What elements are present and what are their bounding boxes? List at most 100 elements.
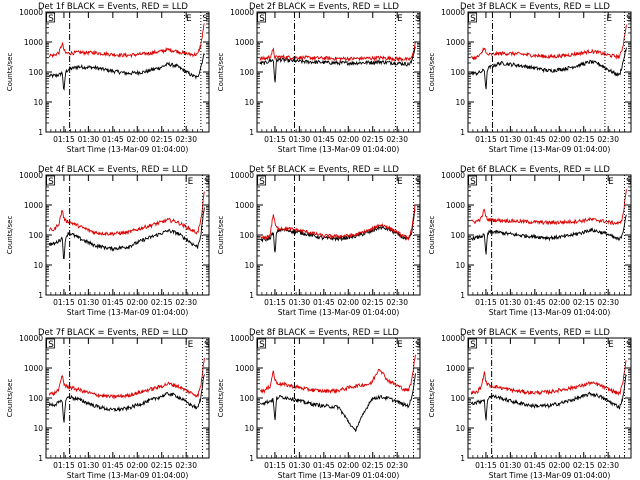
y-tick-label: 100 <box>451 394 466 403</box>
y-tick-label: 100 <box>240 68 255 77</box>
x-tick-label: 02:30 <box>597 135 619 144</box>
marker-label-s: S <box>48 14 54 24</box>
x-tick-label: 02:00 <box>337 135 359 144</box>
y-tick-label: 10000 <box>441 334 465 343</box>
x-axis-label: Start Time (13-Mar-09 01:04:00) <box>489 471 611 480</box>
series-events-line <box>470 373 627 421</box>
chart-title: Det 3f BLACK = Events, RED = LLD <box>460 2 610 12</box>
x-tick-label: 02:00 <box>126 298 148 307</box>
marker-label-s: S <box>259 177 265 187</box>
marker-label-e: E <box>186 14 192 24</box>
marker-box <box>46 175 56 186</box>
x-tick-label: 02:00 <box>337 461 359 470</box>
y-tick-label: 100 <box>451 68 466 77</box>
x-axis-label: Start Time (13-Mar-09 01:04:00) <box>489 145 611 154</box>
y-tick-label: 10000 <box>441 171 465 180</box>
y-tick-label: 10000 <box>19 8 43 17</box>
y-tick-label: 10000 <box>19 334 43 343</box>
x-axis-label: Start Time (13-Mar-09 01:04:00) <box>67 145 189 154</box>
series-lld-line <box>259 354 416 395</box>
chart-title: Det 2f BLACK = Events, RED = LLD <box>249 2 399 12</box>
y-tick-label: 10 <box>455 261 465 270</box>
x-tick-label: 01:45 <box>102 461 124 470</box>
y-axis-label: Counts/sec <box>217 216 225 255</box>
x-tick-label: 01:30 <box>78 135 100 144</box>
x-tick-label: 02:30 <box>597 461 619 470</box>
y-tick-label: 1000 <box>235 38 254 47</box>
y-tick-label: 10000 <box>230 171 254 180</box>
x-axis-label: Start Time (13-Mar-09 01:04:00) <box>67 308 189 317</box>
y-tick-label: 10 <box>33 424 43 433</box>
y-tick-label: 1000 <box>446 38 465 47</box>
marker-label-s: S <box>626 14 632 24</box>
series-events-line <box>470 47 627 90</box>
y-tick-label: 10000 <box>230 8 254 17</box>
y-tick-label: 1 <box>38 128 43 137</box>
y-axis-label: Counts/sec <box>6 53 14 92</box>
x-tick-label: 01:15 <box>264 135 286 144</box>
y-axis-label: Counts/sec <box>6 379 14 418</box>
series-lld-line <box>470 360 627 396</box>
chart-panel-1f: Det 1f BLACK = Events, RED = LLD Counts/s… <box>6 2 210 154</box>
series-events-line <box>470 214 627 255</box>
x-tick-label: 01:30 <box>289 298 311 307</box>
x-tick-label: 02:30 <box>175 298 197 307</box>
chart-panel-3f: Det 3f BLACK = Events, RED = LLD Counts/s… <box>428 2 632 154</box>
y-tick-label: 1000 <box>24 364 43 373</box>
y-tick-label: 10 <box>455 424 465 433</box>
marker-label-e: E <box>608 177 614 187</box>
x-tick-label: 01:15 <box>264 298 286 307</box>
x-tick-label: 01:15 <box>264 461 286 470</box>
y-tick-label: 10 <box>33 261 43 270</box>
series-lld-line <box>470 24 627 61</box>
x-tick-label: 02:00 <box>548 461 570 470</box>
x-tick-label: 01:45 <box>313 298 335 307</box>
y-tick-label: 10000 <box>441 8 465 17</box>
chart-title: Det 1f BLACK = Events, RED = LLD <box>38 2 188 12</box>
marker-box <box>257 175 267 186</box>
x-axis-label: Start Time (13-Mar-09 01:04:00) <box>278 471 400 480</box>
x-tick-label: 01:15 <box>475 298 497 307</box>
x-axis-label: Start Time (13-Mar-09 01:04:00) <box>489 308 611 317</box>
marker-box <box>46 338 56 349</box>
x-tick-label: 02:15 <box>151 298 173 307</box>
y-tick-label: 1 <box>249 454 254 463</box>
marker-label-s: S <box>470 340 476 350</box>
marker-box <box>468 175 478 186</box>
x-tick-label: 01:45 <box>313 461 335 470</box>
marker-label-s: S <box>259 340 265 350</box>
marker-label-e: E <box>397 340 403 350</box>
x-axis-label: Start Time (13-Mar-09 01:04:00) <box>278 308 400 317</box>
x-tick-label: 01:45 <box>524 298 546 307</box>
x-axis-label: Start Time (13-Mar-09 01:04:00) <box>278 145 400 154</box>
chart-title: Det 5f BLACK = Events, RED = LLD <box>249 165 399 175</box>
marker-box <box>46 12 56 23</box>
chart-panel-8f: Det 8f BLACK = Events, RED = LLD Counts/s… <box>217 328 421 480</box>
chart-panel-9f: Det 9f BLACK = Events, RED = LLD Counts/s… <box>428 328 632 480</box>
marker-label-s: S <box>470 177 476 187</box>
x-tick-label: 01:30 <box>500 135 522 144</box>
series-events-line <box>48 374 205 423</box>
marker-label-s: S <box>470 14 476 24</box>
chart-panel-7f: Det 7f BLACK = Events, RED = LLD Counts/s… <box>6 328 210 480</box>
y-axis-label: Counts/sec <box>217 379 225 418</box>
y-tick-label: 1 <box>249 128 254 137</box>
x-tick-label: 01:30 <box>289 135 311 144</box>
x-tick-label: 02:15 <box>573 461 595 470</box>
series-events-line <box>259 209 416 253</box>
x-tick-label: 01:45 <box>524 461 546 470</box>
y-tick-label: 1 <box>460 128 465 137</box>
y-tick-label: 10 <box>244 424 254 433</box>
x-tick-label: 02:00 <box>548 135 570 144</box>
marker-box <box>257 338 267 349</box>
marker-label-s: S <box>204 340 210 350</box>
series-lld-line <box>48 357 205 400</box>
y-axis-label: Counts/sec <box>428 379 436 418</box>
y-axis-label: Counts/sec <box>428 216 436 255</box>
y-tick-label: 1000 <box>446 201 465 210</box>
x-tick-label: 02:15 <box>573 135 595 144</box>
marker-box <box>257 12 267 23</box>
x-tick-label: 02:15 <box>362 461 384 470</box>
x-tick-label: 01:15 <box>53 298 75 307</box>
